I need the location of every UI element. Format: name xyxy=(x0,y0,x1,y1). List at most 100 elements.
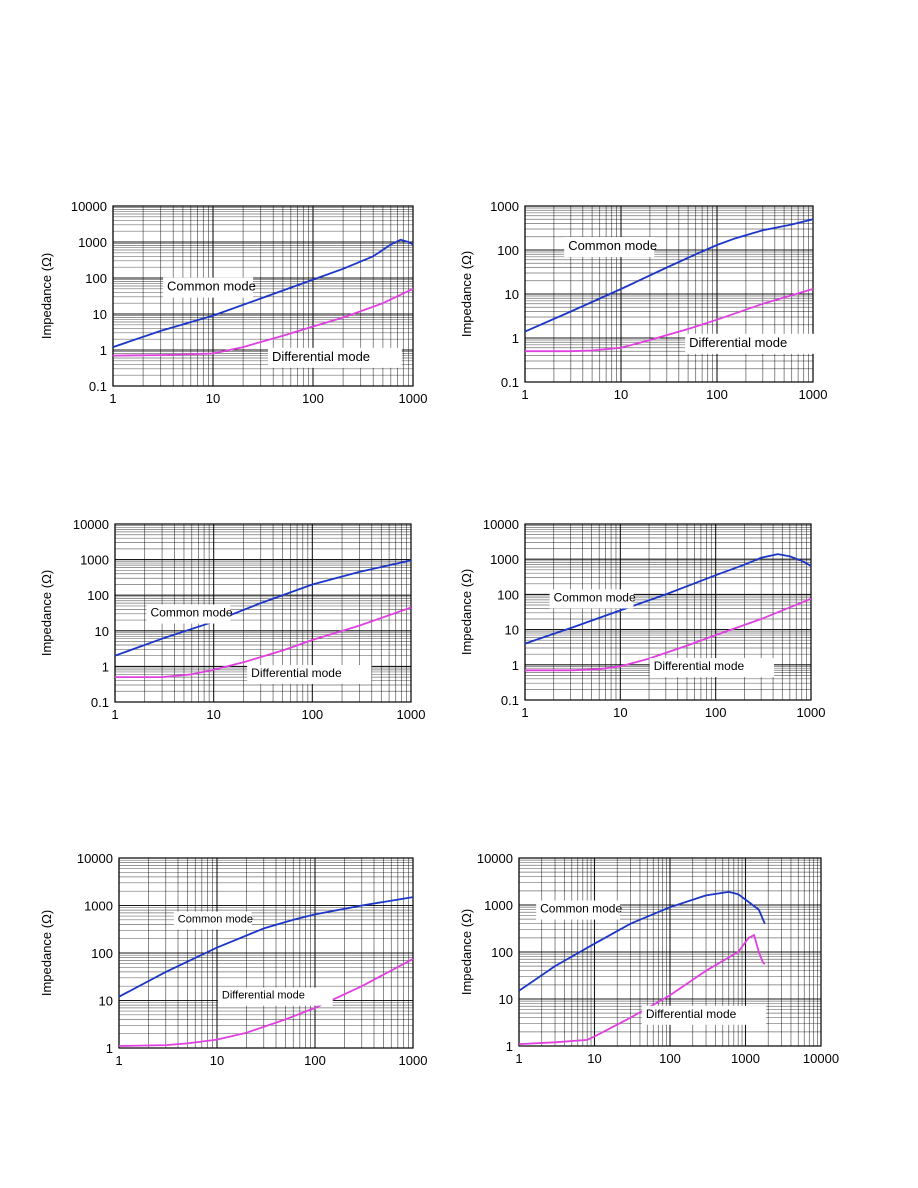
x-tick-label: 10000 xyxy=(803,1051,839,1066)
y-tick-label: 100 xyxy=(491,945,513,960)
series-common-mode xyxy=(524,553,812,645)
x-tick-label: 1 xyxy=(109,391,116,406)
x-tick-label: 100 xyxy=(705,705,727,720)
annotation-bg xyxy=(685,333,819,354)
y-tick-label: 1 xyxy=(512,331,519,346)
annotation-common-mode: Common mode xyxy=(554,590,636,604)
annotation-differential-mode: Differential mode xyxy=(222,990,305,1002)
y-tick-label: 10000 xyxy=(71,199,107,214)
annotation-bg xyxy=(146,604,231,624)
y-tick-label: 10000 xyxy=(483,517,519,532)
x-tick-label: 1000 xyxy=(399,1053,428,1068)
y-axis-label: Impedance (Ω) xyxy=(459,909,474,995)
x-tick-label: 1 xyxy=(521,387,528,402)
y-tick-label: 10 xyxy=(505,287,519,302)
series-differential-mode xyxy=(525,597,812,672)
y-axis-label: Impedance (Ω) xyxy=(39,910,54,996)
annotation-common-mode: Common mode xyxy=(167,279,256,294)
series-differential-mode xyxy=(525,288,814,353)
y-tick-label: 0.1 xyxy=(501,375,519,390)
annotation-differential-mode: Differential mode xyxy=(689,335,787,350)
x-tick-label: 1000 xyxy=(797,705,826,720)
annotation-common-mode: Common mode xyxy=(540,902,622,916)
grid xyxy=(118,858,413,1049)
y-tick-label: 10 xyxy=(95,624,109,639)
y-tick-label: 10 xyxy=(93,307,107,322)
annotation-bg xyxy=(564,237,655,257)
grid xyxy=(518,858,821,1047)
annotation-differential-mode: Differential mode xyxy=(646,1007,737,1021)
x-tick-label: 1000 xyxy=(397,707,426,722)
series-differential-mode xyxy=(518,934,766,1045)
y-tick-label: 100 xyxy=(85,271,107,286)
y-tick-label: 1000 xyxy=(490,552,519,567)
annotation-differential-mode: Differential mode xyxy=(251,666,342,680)
x-tick-label: 10 xyxy=(206,391,220,406)
y-tick-label: 1000 xyxy=(84,899,113,914)
series-common-mode xyxy=(112,238,414,348)
y-tick-label: 1 xyxy=(100,343,107,358)
x-tick-label: 100 xyxy=(302,391,324,406)
y-tick-label: 10 xyxy=(505,623,519,638)
annotation-differential-mode: Differential mode xyxy=(654,659,745,673)
x-tick-label: 1 xyxy=(115,1053,122,1068)
series-common-mode xyxy=(118,896,414,998)
annotation-bg xyxy=(549,589,634,609)
annotation-common-mode: Common mode xyxy=(568,238,657,253)
y-tick-label: 100 xyxy=(497,587,519,602)
y-tick-label: 1 xyxy=(102,659,109,674)
y-axis-label: Impedance (Ω) xyxy=(459,251,474,337)
annotation-bg xyxy=(163,277,254,298)
impedance-chart-4: Common mode Differential mode 1 10 100 1000 0.… xyxy=(459,517,826,720)
y-axis-label: Impedance (Ω) xyxy=(39,253,54,339)
series-common-mode xyxy=(518,891,766,992)
grid xyxy=(524,206,813,383)
impedance-chart-1: Common mode Differential mode 1 10 100 1000 0.… xyxy=(39,199,428,406)
y-tick-label: 100 xyxy=(91,946,113,961)
y-tick-label: 1 xyxy=(106,1041,113,1056)
y-tick-label: 10000 xyxy=(477,851,513,866)
x-tick-label: 100 xyxy=(659,1051,681,1066)
annotation-common-mode: Common mode xyxy=(151,606,233,620)
x-tick-label: 100 xyxy=(304,1053,326,1068)
x-tick-label: 100 xyxy=(706,387,728,402)
x-tick-label: 10 xyxy=(613,705,627,720)
annotation-bg xyxy=(247,665,372,685)
x-tick-label: 1 xyxy=(521,705,528,720)
y-tick-label: 10000 xyxy=(73,517,109,532)
impedance-chart-3: Common mode Differential mode 1 10 100 1000 0.… xyxy=(39,517,426,722)
impedance-chart-6: Common mode Differential mode 1 10 100 1000 10… xyxy=(459,851,839,1066)
y-tick-label: 1000 xyxy=(490,199,519,214)
series-differential-mode xyxy=(118,958,414,1047)
y-tick-label: 1000 xyxy=(78,235,107,250)
y-tick-label: 0.1 xyxy=(89,379,107,394)
annotation-bg xyxy=(641,1005,767,1025)
impedance-chart-5: Common mode Differential mode 1 10 100 1000 1 1… xyxy=(39,851,428,1068)
annotation-common-mode: Common mode xyxy=(178,914,253,926)
y-tick-label: 10 xyxy=(499,992,513,1007)
y-tick-label: 0.1 xyxy=(501,693,519,708)
annotation-bg xyxy=(173,911,252,930)
series-differential-mode xyxy=(115,606,412,679)
series-common-mode xyxy=(524,218,814,333)
series-common-mode xyxy=(114,559,412,657)
y-tick-label: 10 xyxy=(99,994,113,1009)
annotation-bg xyxy=(649,658,774,678)
x-tick-label: 10 xyxy=(210,1053,224,1068)
y-tick-label: 100 xyxy=(497,243,519,258)
series-differential-mode xyxy=(112,287,414,357)
y-tick-label: 1000 xyxy=(484,898,513,913)
y-tick-label: 1 xyxy=(506,1039,513,1054)
x-tick-label: 1000 xyxy=(731,1051,760,1066)
x-tick-label: 1 xyxy=(515,1051,522,1066)
y-axis-label: Impedance (Ω) xyxy=(39,570,54,656)
annotation-bg xyxy=(217,987,333,1006)
y-tick-label: 1 xyxy=(512,658,519,673)
y-tick-label: 0.1 xyxy=(91,695,109,710)
annotation-bg xyxy=(268,347,402,368)
x-tick-label: 1000 xyxy=(399,391,428,406)
x-tick-label: 1000 xyxy=(799,387,828,402)
annotation-differential-mode: Differential mode xyxy=(272,349,370,364)
y-tick-label: 100 xyxy=(87,588,109,603)
y-tick-label: 10000 xyxy=(77,851,113,866)
